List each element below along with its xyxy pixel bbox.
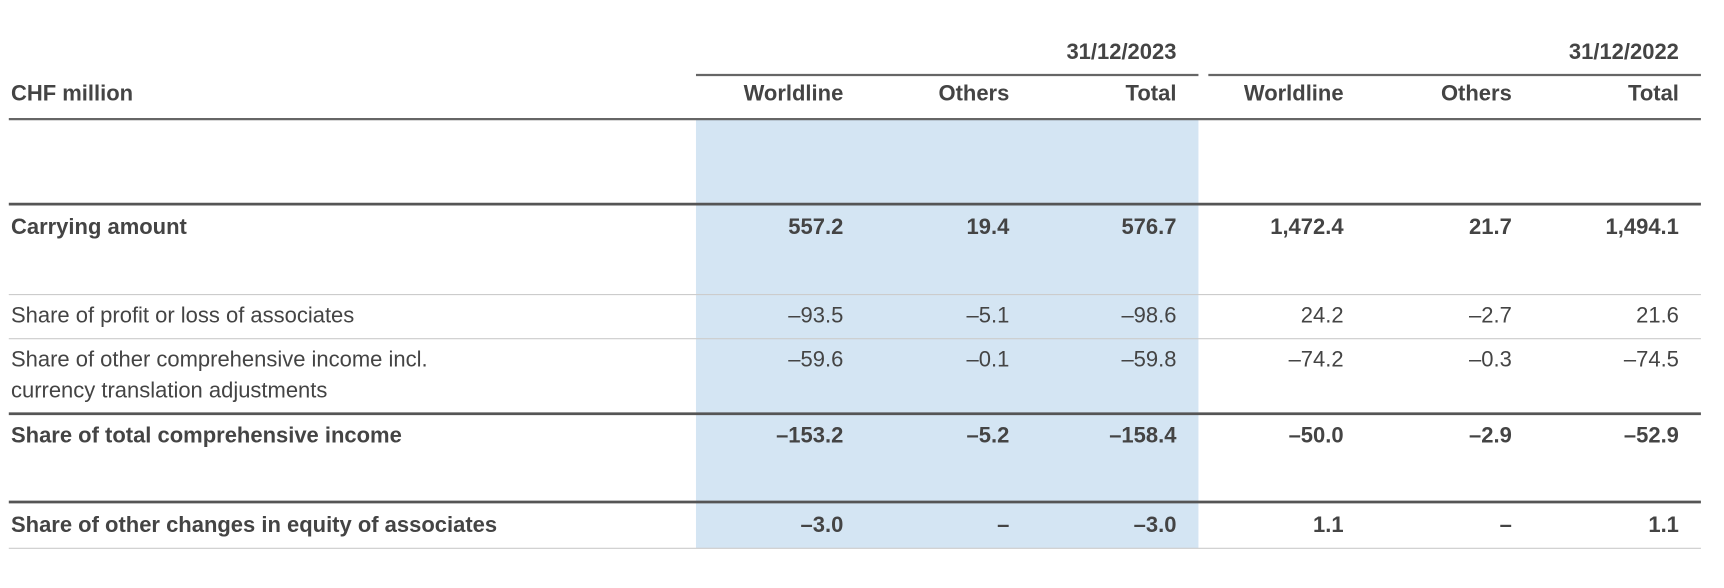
- row-label: Share of other comprehensive income incl…: [11, 347, 428, 372]
- cell-value: –0.3: [1469, 347, 1512, 372]
- cell-value: –3.0: [1134, 512, 1177, 537]
- unit-label: CHF million: [11, 81, 133, 106]
- cell-value: –98.6: [1121, 302, 1176, 327]
- highlight-column: [695, 119, 1199, 549]
- cell-value: –2.7: [1469, 302, 1512, 327]
- cell-value: –2.9: [1469, 423, 1512, 448]
- cell-value: –5.1: [967, 302, 1010, 327]
- row-label: Carrying amount: [11, 214, 188, 239]
- cell-value: 1,494.1: [1606, 214, 1679, 239]
- period-header: 31/12/2023: [1066, 39, 1176, 64]
- column-header: Worldline: [744, 81, 844, 106]
- row-label: currency translation adjustments: [11, 377, 327, 402]
- column-header: Total: [1126, 81, 1177, 106]
- cell-value: 21.6: [1636, 302, 1679, 327]
- cell-value: 24.2: [1301, 302, 1344, 327]
- cell-value: 1.1: [1313, 512, 1344, 537]
- column-header: Others: [938, 81, 1009, 106]
- cell-value: –93.5: [788, 302, 843, 327]
- cell-value: –50.0: [1289, 423, 1344, 448]
- cell-value: –3.0: [801, 512, 844, 537]
- cell-value: –74.2: [1289, 347, 1344, 372]
- cell-value: 576.7: [1121, 214, 1176, 239]
- cell-value: –: [1500, 512, 1512, 537]
- cell-value: –: [997, 512, 1009, 537]
- cell-value: 557.2: [788, 214, 843, 239]
- column-header: Worldline: [1244, 81, 1344, 106]
- cell-value: –0.1: [967, 347, 1010, 372]
- row-label: Share of total comprehensive income: [11, 423, 402, 448]
- cell-value: 1,472.4: [1270, 214, 1344, 239]
- row-label: Share of other changes in equity of asso…: [11, 512, 497, 537]
- cell-value: –153.2: [776, 423, 843, 448]
- cell-value: –52.9: [1624, 423, 1679, 448]
- column-header: Others: [1441, 81, 1512, 106]
- cell-value: 1.1: [1648, 512, 1679, 537]
- row-label: Share of profit or loss of associates: [11, 302, 354, 327]
- cell-value: 19.4: [967, 214, 1011, 239]
- cell-value: 21.7: [1469, 214, 1512, 239]
- cell-value: –74.5: [1624, 347, 1679, 372]
- cell-value: –158.4: [1109, 423, 1177, 448]
- cell-value: –59.8: [1121, 347, 1176, 372]
- cell-value: –59.6: [788, 347, 843, 372]
- period-header: 31/12/2022: [1569, 39, 1679, 64]
- column-header: Total: [1628, 81, 1679, 106]
- cell-value: –5.2: [967, 423, 1010, 448]
